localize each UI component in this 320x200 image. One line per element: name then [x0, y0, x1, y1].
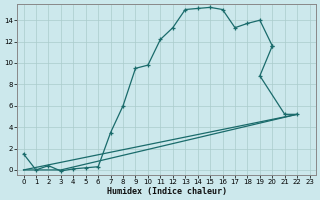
X-axis label: Humidex (Indice chaleur): Humidex (Indice chaleur) — [107, 187, 227, 196]
